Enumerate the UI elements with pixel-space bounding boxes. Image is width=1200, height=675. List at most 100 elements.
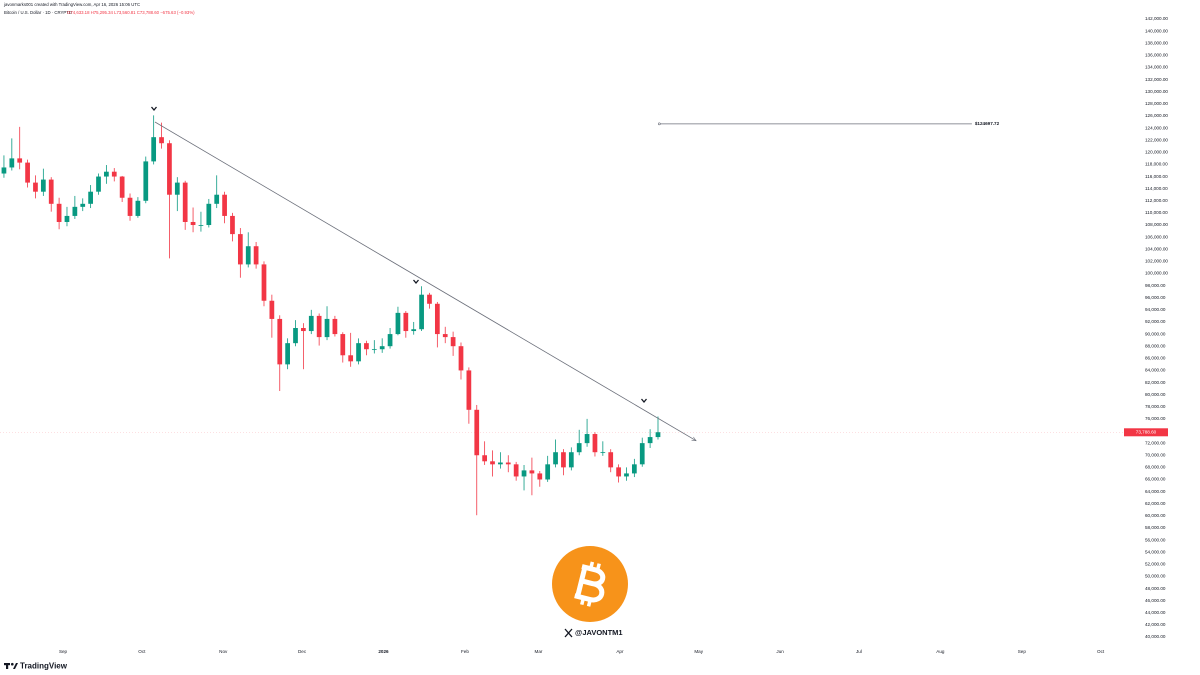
candle-body: [371, 349, 377, 351]
candle-body: [88, 191, 93, 204]
target-label: $124697.72: [975, 121, 1000, 126]
peak-marker: [413, 279, 419, 285]
y-tick-label: 58,000.00: [1145, 525, 1166, 530]
candle-body: [261, 264, 267, 301]
price-tag-label: 73,788.60: [1136, 430, 1157, 435]
candle-body: [214, 194, 220, 204]
candle-body: [505, 462, 511, 465]
candle-body: [387, 334, 393, 347]
x-tick-label: Sep: [59, 649, 68, 654]
y-tick-label: 78,000.00: [1145, 404, 1166, 409]
x-tick-label: Aug: [936, 649, 945, 654]
target-anchor: [658, 122, 661, 126]
candle-body: [80, 203, 86, 207]
candle-body: [442, 334, 448, 338]
candle-body: [253, 246, 259, 265]
x-tick-label: May: [694, 649, 703, 654]
candle-body: [182, 182, 188, 222]
y-tick-label: 108,000.00: [1145, 222, 1168, 227]
candle-body: [411, 329, 417, 332]
candle-body: [592, 434, 598, 453]
x-tick-label: Jul: [856, 649, 862, 654]
y-tick-label: 104,000.00: [1145, 246, 1168, 251]
candle-body: [25, 162, 30, 183]
candle-body: [482, 455, 487, 462]
candle-body: [17, 158, 23, 163]
candle-body: [647, 437, 653, 444]
y-tick-label: 44,000.00: [1145, 610, 1166, 615]
y-tick-label: 116,000.00: [1145, 174, 1168, 179]
y-tick-label: 140,000.00: [1145, 28, 1168, 33]
tradingview-logo: [4, 662, 18, 669]
candle-body: [403, 312, 409, 332]
candle-body: [348, 355, 354, 362]
peak-marker: [151, 106, 157, 112]
candle-body: [174, 182, 180, 195]
x-tick-label: Sep: [1018, 649, 1027, 654]
candle-body: [655, 432, 661, 438]
candle-body: [64, 215, 70, 222]
x-tick-label: Oct: [1097, 649, 1105, 654]
y-tick-label: 62,000.00: [1145, 501, 1166, 506]
y-tick-label: 118,000.00: [1145, 162, 1168, 167]
y-tick-label: 84,000.00: [1145, 368, 1166, 373]
candle-body: [135, 200, 141, 216]
ohlc-line: O74,633.18 H75,295.34 L73,560.81 C73,788…: [67, 10, 195, 15]
candle-body: [639, 443, 645, 465]
candle-body: [119, 176, 125, 198]
y-tick-label: 92,000.00: [1145, 319, 1166, 324]
author-line: javonmarks001 created with TradingView.c…: [3, 2, 140, 7]
y-tick-label: 64,000.00: [1145, 489, 1166, 494]
candle-body: [364, 343, 369, 350]
candle-body: [285, 343, 290, 365]
candle-body: [624, 473, 629, 477]
y-tick-label: 106,000.00: [1145, 234, 1168, 239]
candle-body: [561, 452, 566, 468]
candle-body: [222, 194, 227, 216]
y-tick-label: 120,000.00: [1145, 150, 1168, 155]
candle-body: [466, 370, 472, 410]
candle-body: [427, 294, 432, 304]
y-tick-label: 48,000.00: [1145, 586, 1166, 591]
candle-body: [159, 137, 164, 144]
candle-body: [395, 312, 401, 335]
y-tick-label: 126,000.00: [1145, 113, 1168, 118]
candle-body: [33, 182, 38, 192]
y-tick-label: 76,000.00: [1145, 416, 1166, 421]
y-tick-label: 80,000.00: [1145, 392, 1166, 397]
y-tick-label: 52,000.00: [1145, 562, 1166, 567]
candle-body: [340, 334, 346, 356]
y-tick-label: 94,000.00: [1145, 307, 1166, 312]
y-tick-label: 112,000.00: [1145, 198, 1168, 203]
candle-body: [206, 203, 212, 226]
y-tick-label: 114,000.00: [1145, 186, 1168, 191]
candle-body: [301, 328, 306, 332]
candle-body: [245, 246, 251, 265]
x-tick-label: Oct: [138, 649, 146, 654]
candle-body: [553, 452, 558, 465]
y-tick-label: 82,000.00: [1145, 380, 1166, 385]
candle-body: [143, 161, 149, 201]
candle-body: [498, 462, 503, 465]
x-tick-label: Apr: [616, 649, 624, 654]
candle-body: [631, 464, 637, 474]
candle-body: [332, 318, 338, 335]
candle-body: [545, 464, 551, 480]
candle-body: [56, 203, 62, 222]
candle-body: [167, 143, 172, 195]
candle-body: [513, 464, 519, 477]
y-tick-label: 70,000.00: [1145, 452, 1166, 457]
y-tick-label: 110,000.00: [1145, 210, 1168, 215]
y-tick-label: 40,000.00: [1145, 634, 1166, 639]
y-tick-label: 50,000.00: [1145, 574, 1166, 579]
candle-body: [308, 315, 314, 332]
candle-body: [127, 197, 133, 216]
candle-body: [450, 337, 456, 347]
candle-body: [1, 167, 7, 174]
candle-body: [419, 294, 424, 330]
candle-body: [72, 206, 78, 216]
y-tick-label: 98,000.00: [1145, 283, 1166, 288]
y-tick-label: 54,000.00: [1145, 549, 1166, 554]
breakout-marker: [641, 398, 647, 404]
